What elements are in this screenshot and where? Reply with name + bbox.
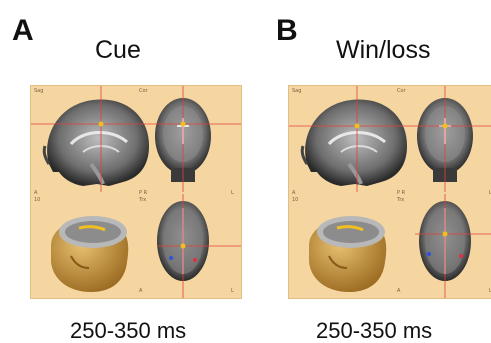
label-pr: P R: [139, 190, 148, 196]
label-a: A: [34, 190, 38, 196]
label-l-bottom: L: [231, 288, 234, 294]
panel-b: B Win/loss Sag Cor A 10 P R Trx L A L: [246, 0, 491, 343]
time-window-caption: 250-350 ms: [316, 318, 433, 343]
label-l-bottom: L: [489, 288, 491, 294]
brain-views: [31, 86, 241, 298]
label-a: A: [292, 190, 296, 196]
activation-markers: [98, 121, 186, 249]
activation-markers: [354, 123, 448, 237]
panel-a: A Cue Sag Cor A 10 P R Trx L A L: [0, 0, 245, 343]
panel-title: Cue: [95, 36, 141, 64]
brain-viewer: Sag Cor A 10 P R Trx L A L: [30, 85, 242, 299]
brain-viewer: Sag Cor A 10 P R Trx L A L: [288, 85, 491, 299]
label-sag: Sag: [34, 88, 44, 94]
panel-title: Win/loss: [336, 36, 431, 64]
label-trx: Trx: [139, 197, 147, 203]
label-l: L: [231, 190, 234, 196]
panel-letter: B: [276, 14, 298, 47]
label-pr: P R: [397, 190, 406, 196]
sagittal-view: [300, 99, 407, 186]
brain-views: [289, 86, 491, 298]
label-num: 10: [34, 197, 41, 203]
label-num: 10: [292, 197, 299, 203]
panel-letter: A: [12, 14, 34, 47]
head-render: [309, 216, 387, 292]
label-l: L: [489, 190, 491, 196]
label-a-bottom: A: [139, 288, 143, 294]
label-a-bottom: A: [397, 288, 401, 294]
time-window-caption: 250-350 ms: [70, 318, 187, 343]
label-cor: Cor: [397, 88, 406, 94]
crosshair-lines: [31, 86, 241, 298]
label-trx: Trx: [397, 197, 405, 203]
sagittal-view: [42, 99, 149, 186]
label-cor: Cor: [139, 88, 148, 94]
crosshair-lines: [289, 86, 491, 298]
head-render: [51, 216, 129, 292]
label-sag: Sag: [292, 88, 302, 94]
